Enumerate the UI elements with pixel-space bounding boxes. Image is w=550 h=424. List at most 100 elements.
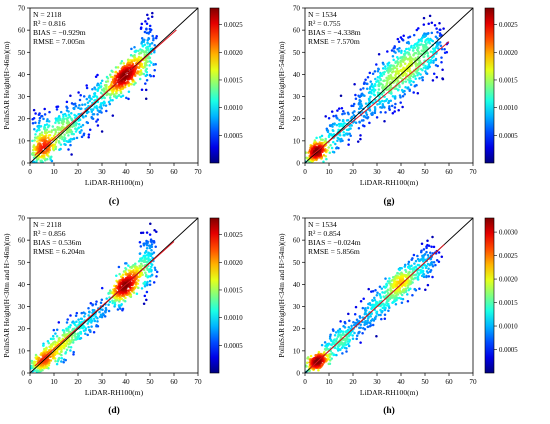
data-point [148, 24, 152, 28]
data-point [131, 279, 135, 282]
data-point [37, 356, 41, 360]
data-point [116, 66, 120, 69]
data-point [34, 112, 37, 115]
data-point [57, 140, 61, 143]
x-tick-label: 70 [194, 378, 202, 386]
data-point [420, 242, 424, 245]
data-point [416, 92, 420, 95]
data-point [100, 130, 104, 133]
data-point [87, 133, 91, 136]
data-point [144, 20, 147, 23]
data-point [154, 36, 158, 40]
data-point [31, 122, 35, 125]
data-point [148, 42, 152, 46]
data-point [46, 125, 50, 129]
data-point [352, 323, 356, 327]
data-point [127, 83, 130, 87]
data-point [406, 78, 410, 81]
data-point [134, 262, 137, 266]
data-point [79, 94, 82, 97]
data-point [333, 338, 336, 341]
data-point [408, 48, 411, 51]
data-point [69, 349, 72, 352]
data-point [441, 77, 444, 80]
data-point [379, 313, 382, 317]
data-point [91, 304, 94, 307]
data-point [368, 98, 371, 102]
data-point [421, 266, 424, 270]
scatter-chart: 0 10 20 30 40 50 60 70 0 10 20 30 40 50 60 70 LiDAR-RH10… [278, 5, 518, 208]
data-point [76, 332, 79, 336]
data-point [430, 245, 433, 248]
data-point [426, 54, 430, 57]
stats-text: BIAS = −0.929m [33, 28, 86, 37]
data-point [383, 99, 386, 103]
data-point [387, 107, 391, 110]
data-point [441, 68, 444, 71]
data-point [353, 83, 356, 86]
data-point [97, 83, 101, 87]
data-point [55, 335, 59, 338]
data-point [343, 346, 347, 350]
data-point [336, 347, 339, 351]
data-point [394, 51, 397, 54]
colorbar-tick-label: 0.0025 [499, 22, 518, 29]
data-point [336, 136, 340, 140]
data-point [95, 104, 98, 108]
x-tick-label: 20 [74, 378, 82, 386]
data-point [154, 268, 157, 272]
data-point [68, 326, 72, 329]
data-point [150, 240, 153, 244]
data-point [408, 53, 411, 56]
data-point [71, 125, 74, 129]
data-point [54, 140, 58, 144]
data-point [373, 88, 377, 92]
data-point [318, 136, 322, 139]
data-point [139, 231, 143, 235]
data-point [383, 70, 386, 74]
data-point [381, 302, 385, 305]
data-point [384, 65, 387, 68]
data-point [379, 111, 383, 114]
data-point [155, 230, 158, 233]
data-point [366, 115, 370, 119]
data-point [151, 11, 154, 15]
data-point [63, 133, 66, 136]
data-point [362, 82, 366, 86]
data-point [88, 128, 92, 132]
data-point [80, 107, 83, 110]
data-point [426, 262, 430, 266]
data-point [150, 15, 154, 18]
fit-line [309, 244, 445, 369]
data-point [332, 129, 335, 133]
data-point [348, 338, 351, 342]
data-point [75, 311, 79, 315]
data-point [129, 72, 133, 75]
data-point [406, 86, 410, 89]
data-point [74, 314, 78, 317]
data-point [145, 51, 148, 54]
data-point [100, 298, 104, 302]
data-point [78, 130, 82, 134]
data-point [33, 139, 36, 142]
data-point [91, 113, 95, 116]
data-point [56, 348, 59, 351]
data-point [405, 47, 408, 51]
data-point [357, 126, 361, 130]
data-point [386, 288, 390, 291]
data-point [387, 71, 390, 74]
data-point [340, 106, 344, 110]
data-point [408, 88, 411, 91]
data-point [102, 100, 106, 104]
stats-text: RMSE = 5.856m [308, 247, 360, 256]
data-point [378, 285, 382, 288]
data-point [391, 55, 395, 58]
fit-line [34, 241, 175, 367]
data-point [377, 88, 381, 91]
data-point [335, 147, 338, 150]
data-point [344, 330, 348, 334]
data-point [144, 88, 148, 92]
data-point [30, 366, 33, 370]
data-point [338, 327, 342, 331]
data-point [99, 102, 103, 105]
